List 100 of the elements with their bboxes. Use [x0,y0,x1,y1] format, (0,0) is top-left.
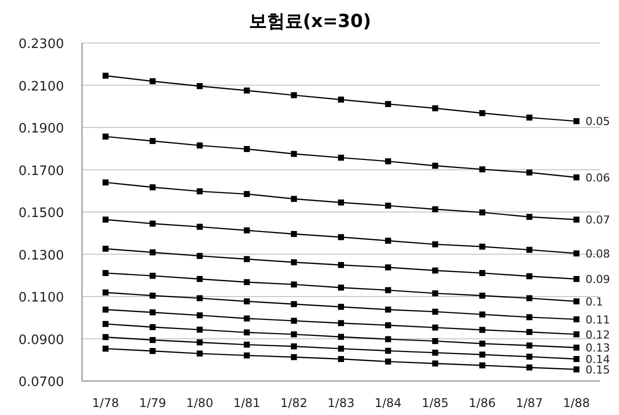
point [102,270,109,276]
point [196,295,203,302]
point [432,162,438,169]
point [573,366,580,372]
point [385,264,392,270]
point [338,96,344,103]
point [102,134,109,140]
y-tick-label: 0.2100 [18,79,64,94]
chart-title: 보험료(x=30) [248,11,372,32]
point [102,334,109,340]
point [479,292,486,299]
point [102,246,109,252]
point [102,289,109,296]
point [244,298,250,304]
point [290,301,297,308]
point [290,230,297,237]
point [244,342,250,348]
point [432,338,438,344]
point [526,169,532,176]
point [573,331,580,338]
series-label: 0.13 [585,342,610,355]
x-tick-label: 1/80 [186,396,214,410]
point [150,78,156,84]
point [526,273,532,280]
point [150,138,156,144]
point [573,316,580,322]
point [150,324,156,330]
point [150,337,156,344]
point [338,304,344,310]
point [385,101,392,108]
point [479,340,486,347]
point [573,356,580,362]
x-tick-label: 1/84 [374,396,402,410]
point [526,328,532,335]
point [244,352,250,358]
point [290,196,297,202]
point [385,336,392,342]
point [573,298,580,304]
point [244,227,250,234]
point [526,364,532,370]
point [526,114,532,121]
point [432,324,438,331]
point [196,83,203,90]
point [196,326,203,333]
y-tick-label: 0.1900 [18,122,64,136]
x-tick-label: 1/79 [139,396,166,410]
x-tick-label: 1/78 [92,396,120,410]
point [479,362,486,368]
y-tick-label: 0.1100 [18,290,64,306]
point [432,105,438,112]
x-tick-label: 1/87 [516,396,543,410]
point [479,209,486,216]
series-label: 0.07 [585,214,610,227]
point [479,311,486,318]
y-tick-label: 0.1300 [18,248,64,264]
point [290,331,297,338]
point [573,118,580,124]
point [102,216,109,223]
x-tick-label: 1/88 [562,396,590,410]
point [385,202,392,209]
series-label: 0.1 [585,295,603,308]
point [338,356,344,362]
series-label: 0.11 [585,313,610,326]
point [432,290,438,296]
point [290,318,297,324]
point [526,246,532,253]
point [196,339,203,346]
point [150,348,156,354]
point [479,352,486,358]
point [432,268,438,274]
point [338,346,344,352]
point [573,344,580,351]
point [432,308,438,315]
series-label: 0.05 [585,115,610,128]
point [196,350,203,357]
x-tick-label: 1/86 [468,396,496,410]
point [244,279,250,286]
point [196,312,203,318]
point [479,270,486,276]
point [102,179,109,186]
series-label: 0.09 [585,272,610,286]
point [244,315,250,322]
point [526,342,532,349]
point [385,306,392,313]
point [196,142,203,148]
series-label: 0.12 [585,328,610,342]
point [385,358,392,365]
point [338,234,344,240]
point [244,146,250,152]
point [290,281,297,288]
point [150,220,156,227]
point [573,250,580,256]
point [290,150,297,157]
y-tick-label: 0.2300 [18,37,64,52]
point [150,309,156,316]
point [196,224,203,230]
point [385,238,392,244]
point [244,329,250,336]
point [573,276,580,282]
point [196,252,203,259]
